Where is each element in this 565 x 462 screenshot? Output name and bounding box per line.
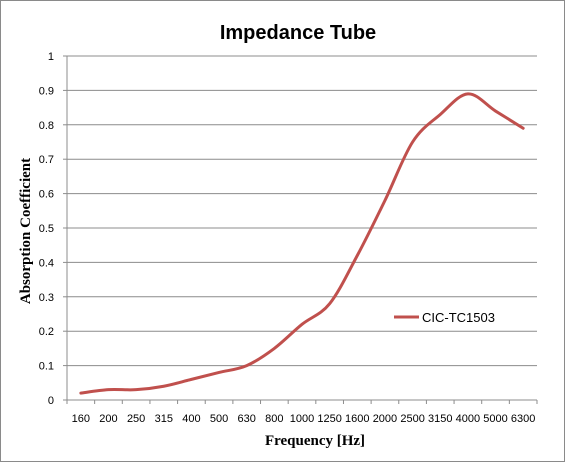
y-tick-label: 0.1 [39,361,54,373]
x-tick-label: 1000 [290,413,314,425]
x-tick-label: 800 [265,413,283,425]
y-tick-label: 0.9 [39,85,54,97]
y-tick-label: 0.8 [39,120,54,132]
y-tick-labels: 0 0.1 0.2 0.3 0.4 0.5 0.6 0.7 0.8 0.9 1 [39,51,67,407]
chart-title: Impedance Tube [220,22,376,44]
x-tick-label: 6300 [511,413,535,425]
y-tick-label: 0.7 [39,154,54,166]
y-tick-label: 0.6 [39,189,54,201]
x-tick-label: 3150 [428,413,452,425]
x-tick-label: 5000 [483,413,507,425]
x-tick-label: 160 [72,413,90,425]
y-tick-label: 0.2 [39,326,54,338]
x-axis-title: Frequency [Hz] [265,433,365,449]
y-axis-title: Absorption Coefficient [18,158,34,304]
y-tick-label: 0 [48,395,54,407]
x-tick-label: 315 [155,413,173,425]
x-tick-label: 630 [238,413,256,425]
x-tick-label: 1600 [345,413,369,425]
series-line-cic-tc1503 [79,92,525,395]
y-tick-label: 0.3 [39,292,54,304]
x-tick-label: 2500 [400,413,424,425]
legend: CIC-TC1503 [394,310,495,325]
x-tick-label: 400 [182,413,200,425]
x-tick-label: 1250 [317,413,341,425]
y-tick-label: 0.4 [39,257,54,269]
x-tick-labels: 160 200 250 315 400 500 630 800 1000 1250 1600 2000… [66,400,538,425]
x-tick-label: 4000 [456,413,480,425]
gridlines [67,55,537,367]
y-tick-label: 1 [48,51,54,63]
x-tick-label: 2000 [373,413,397,425]
x-tick-label: 250 [127,413,145,425]
x-tick-label: 500 [210,413,228,425]
x-tick-label: 200 [99,413,117,425]
legend-label: CIC-TC1503 [422,310,495,325]
y-tick-label: 0.5 [39,223,54,235]
